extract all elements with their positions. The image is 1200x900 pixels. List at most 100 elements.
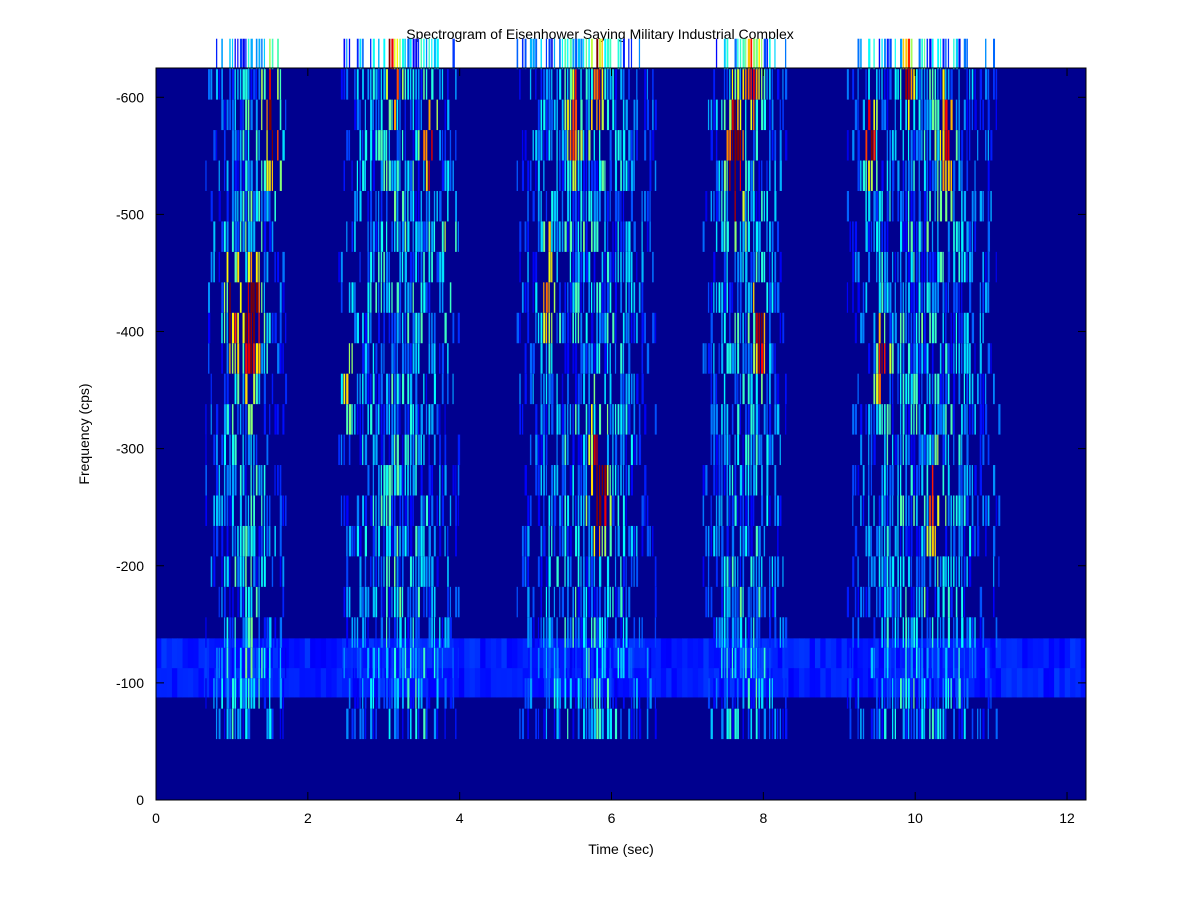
- heatmap-cell: [452, 373, 454, 405]
- heatmap-cell: [884, 99, 887, 131]
- heatmap-cell: [258, 251, 260, 283]
- heatmap-cell: [734, 586, 737, 618]
- heatmap-cell: [598, 556, 602, 587]
- heatmap-cell: [636, 99, 639, 131]
- heatmap-cell: [348, 404, 352, 435]
- heatmap-cell: [425, 678, 429, 709]
- heatmap-cell: [923, 190, 926, 222]
- heatmap-cell: [551, 221, 553, 252]
- heatmap-cell: [370, 99, 373, 131]
- heatmap-cell: [623, 667, 630, 698]
- heatmap-cell: [585, 251, 589, 283]
- heatmap-cell: [235, 667, 242, 698]
- heatmap-cell: [444, 221, 446, 252]
- heatmap-cell: [884, 251, 887, 283]
- heatmap-cell: [737, 38, 739, 70]
- heatmap-cell: [221, 586, 223, 618]
- heatmap-cell: [945, 647, 948, 679]
- heatmap-cell: [277, 251, 280, 283]
- heatmap-cell: [245, 465, 247, 496]
- heatmap-cell: [401, 495, 404, 526]
- heatmap-cell: [282, 282, 285, 313]
- heatmap-cell: [364, 617, 366, 648]
- heatmap-cell: [865, 282, 868, 313]
- heatmap-cell: [485, 667, 492, 698]
- heatmap-cell: [966, 38, 968, 70]
- heatmap-cell: [271, 708, 274, 740]
- heatmap-cell: [386, 465, 389, 496]
- heatmap-cell: [745, 38, 747, 70]
- heatmap-cell: [237, 373, 240, 405]
- heatmap-cell: [937, 647, 940, 679]
- heatmap-cell: [213, 556, 216, 587]
- heatmap-cell: [721, 678, 723, 709]
- heatmap-cell: [231, 404, 234, 435]
- heatmap-cell: [929, 312, 931, 344]
- heatmap-cell: [524, 343, 527, 374]
- heatmap-cell: [266, 130, 268, 161]
- heatmap-cell: [271, 221, 274, 252]
- heatmap-cell: [921, 38, 924, 70]
- heatmap-cell: [897, 465, 899, 496]
- heatmap-cell: [561, 404, 565, 435]
- heatmap-cell: [622, 373, 625, 405]
- heatmap-cell: [380, 221, 384, 252]
- heatmap-cell: [585, 130, 588, 161]
- heatmap-cell: [601, 99, 604, 131]
- heatmap-cell: [277, 465, 279, 496]
- heatmap-cell: [524, 282, 527, 313]
- heatmap-cell: [394, 708, 397, 740]
- heatmap-cell: [556, 373, 558, 405]
- heatmap-cell: [612, 647, 614, 679]
- heatmap-cell: [873, 708, 876, 740]
- heatmap-cell: [614, 99, 617, 131]
- heatmap-cell: [604, 525, 607, 557]
- heatmap-cell: [242, 617, 245, 648]
- heatmap-cell: [444, 708, 446, 740]
- heatmap-cell: [650, 638, 657, 669]
- heatmap-cell: [394, 190, 397, 222]
- heatmap-cell: [966, 678, 969, 709]
- heatmap-cell: [862, 99, 865, 131]
- heatmap-cell: [556, 221, 559, 252]
- heatmap-cell: [598, 38, 602, 70]
- heatmap-cell: [239, 160, 242, 191]
- heatmap-cell: [540, 343, 543, 374]
- heatmap-cell: [630, 160, 634, 191]
- heatmap-cell: [282, 586, 285, 618]
- heatmap-cell: [923, 343, 927, 374]
- heatmap-cell: [636, 556, 639, 587]
- heatmap-cell: [769, 282, 772, 313]
- heatmap-cell: [995, 99, 997, 131]
- heatmap-cell: [572, 160, 575, 191]
- heatmap-cell: [942, 130, 945, 161]
- heatmap-cell: [878, 495, 881, 526]
- heatmap-cell: [857, 38, 860, 70]
- heatmap-cell: [239, 38, 243, 70]
- heatmap-cell: [404, 465, 406, 496]
- heatmap-cell: [250, 465, 252, 496]
- heatmap-cell: [985, 251, 987, 283]
- heatmap-cell: [415, 190, 417, 222]
- heatmap-cell: [431, 251, 433, 283]
- heatmap-cell: [731, 465, 734, 496]
- heatmap-cell: [452, 160, 454, 191]
- heatmap-cell: [580, 38, 583, 70]
- heatmap-cell: [739, 404, 742, 435]
- heatmap-cell: [682, 667, 688, 698]
- heatmap-cell: [886, 99, 889, 131]
- heatmap-cell: [226, 160, 229, 191]
- heatmap-cell: [860, 586, 862, 618]
- heatmap-cell: [567, 312, 570, 344]
- heatmap-cell: [971, 525, 975, 557]
- heatmap-cell: [266, 617, 269, 648]
- heatmap-cell: [766, 69, 768, 100]
- heatmap-cell: [737, 343, 740, 374]
- heatmap-cell: [527, 586, 530, 618]
- heatmap-cell: [480, 638, 486, 669]
- heatmap-cell: [601, 708, 604, 740]
- heatmap-cell: [913, 69, 916, 100]
- heatmap-cell: [799, 638, 805, 669]
- heatmap-cell: [553, 495, 557, 526]
- heatmap-cell: [753, 586, 755, 618]
